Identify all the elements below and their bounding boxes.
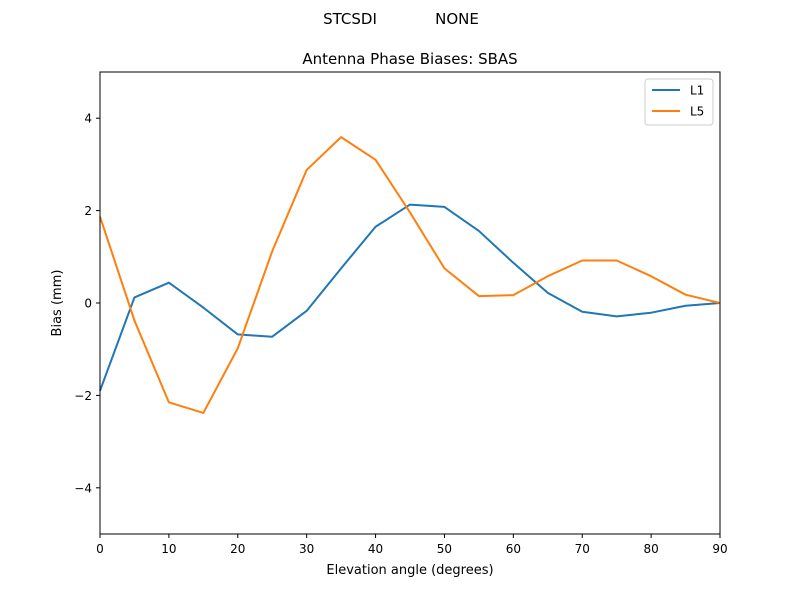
series-line-l1 bbox=[99, 203, 721, 392]
plot-frame bbox=[99, 71, 721, 535]
y-axis: −4 −2 0 2 4 bbox=[74, 112, 100, 495]
y-axis-label: Bias (mm) bbox=[50, 270, 65, 337]
legend: L1 L5 bbox=[644, 78, 714, 126]
y-tick-label: 0 bbox=[84, 297, 92, 311]
x-tick-label: 50 bbox=[437, 542, 452, 556]
legend-label-l5: L5 bbox=[690, 105, 704, 119]
x-tick-label: 60 bbox=[506, 542, 521, 556]
x-tick-label: 0 bbox=[96, 542, 104, 556]
legend-label-l1: L1 bbox=[690, 84, 704, 98]
x-tick-label: 70 bbox=[575, 542, 590, 556]
x-tick-label: 80 bbox=[643, 542, 658, 556]
series-line-l5 bbox=[99, 136, 721, 414]
x-tick-label: 40 bbox=[368, 542, 383, 556]
series-layer bbox=[99, 136, 721, 414]
x-tick-label: 90 bbox=[712, 542, 727, 556]
y-tick-label: −4 bbox=[74, 481, 92, 495]
y-tick-label: 4 bbox=[84, 112, 92, 126]
suptitle-right: NONE bbox=[435, 10, 479, 28]
suptitle-left: STCSDI bbox=[323, 10, 377, 28]
x-tick-label: 30 bbox=[299, 542, 314, 556]
y-tick-label: 2 bbox=[84, 204, 92, 218]
y-tick-label: −2 bbox=[74, 389, 92, 403]
x-tick-label: 10 bbox=[161, 542, 176, 556]
chart-title: Antenna Phase Biases: SBAS bbox=[302, 50, 517, 68]
x-axis-label: Elevation angle (degrees) bbox=[326, 563, 493, 578]
x-axis: 0 10 20 30 40 50 60 70 80 90 bbox=[96, 534, 728, 556]
figure-suptitle: STCSDI NONE bbox=[323, 10, 479, 28]
x-tick-label: 20 bbox=[230, 542, 245, 556]
